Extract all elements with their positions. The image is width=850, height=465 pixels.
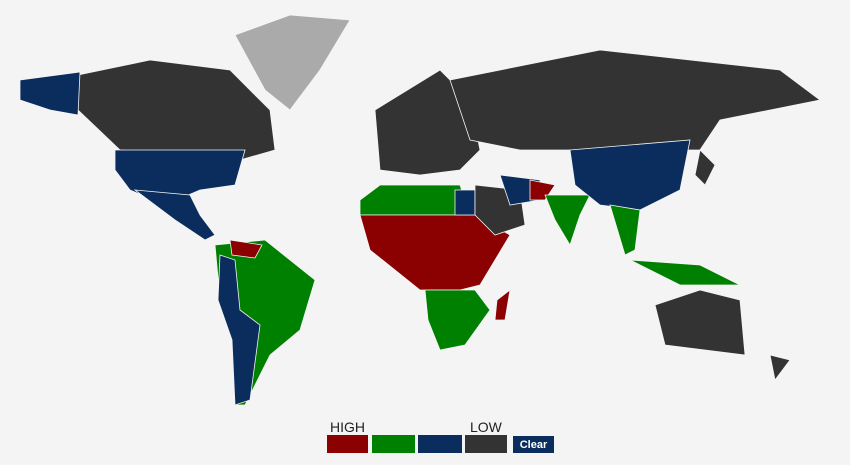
region (544, 194, 591, 246)
region (529, 179, 556, 201)
region (217, 254, 261, 406)
region (449, 49, 821, 151)
clear-button[interactable]: Clear (513, 436, 554, 453)
region (234, 14, 351, 111)
low-label: LOW (470, 419, 502, 435)
high-label: HIGH (330, 419, 365, 435)
legend-swatch[interactable] (418, 435, 462, 453)
legend-swatch[interactable] (465, 435, 507, 453)
legend-swatch[interactable] (327, 435, 368, 453)
region (77, 59, 276, 161)
region (359, 184, 471, 216)
region (654, 289, 746, 356)
region (694, 149, 716, 186)
region (19, 71, 81, 116)
region (769, 354, 791, 381)
region (424, 289, 491, 351)
legend-swatch[interactable] (372, 435, 415, 453)
region (133, 189, 216, 241)
region (629, 259, 741, 286)
region (609, 204, 641, 256)
world-map (19, 14, 821, 406)
region (229, 239, 263, 259)
region (494, 289, 511, 321)
region (454, 189, 476, 216)
region (374, 69, 481, 176)
